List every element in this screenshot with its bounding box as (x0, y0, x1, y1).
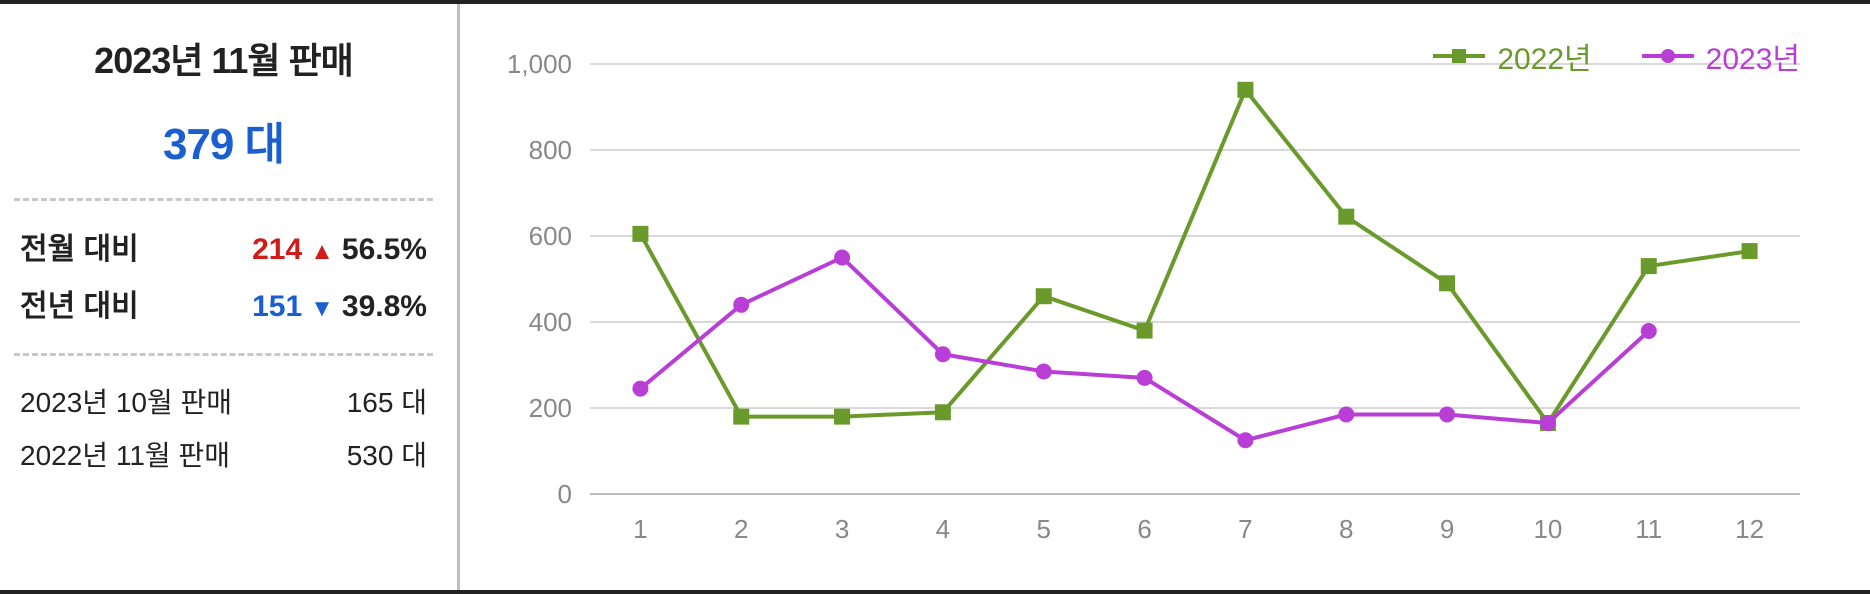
mom-row: 전월 대비 214▲ 56.5% (20, 221, 427, 278)
arrow-down-icon: ▼ (310, 286, 334, 332)
prev-year-value: 530 대 (347, 429, 427, 482)
svg-text:4: 4 (936, 514, 950, 544)
prev-year-label: 2022년 11월 판매 (20, 429, 230, 482)
svg-text:8: 8 (1339, 514, 1353, 544)
arrow-up-icon: ▲ (310, 229, 334, 275)
svg-text:11: 11 (1635, 514, 1662, 544)
mom-value: 214▲ 56.5% (252, 221, 427, 278)
yoy-pct: 39.8% (342, 278, 427, 335)
svg-text:3: 3 (835, 514, 849, 544)
prev-month-row: 2023년 10월 판매 165 대 (20, 376, 427, 429)
legend-swatch-icon (1642, 54, 1694, 58)
svg-text:5: 5 (1037, 514, 1051, 544)
mom-delta: 214 (252, 221, 302, 278)
svg-text:2: 2 (734, 514, 748, 544)
legend-label: 2023년 (1706, 34, 1800, 78)
svg-text:0: 0 (558, 479, 572, 509)
prev-year-row: 2022년 11월 판매 530 대 (20, 429, 427, 482)
legend-label: 2022년 (1497, 34, 1591, 78)
dashboard: 2023년 11월 판매 379 대 전월 대비 214▲ 56.5% 전년 대… (0, 0, 1870, 594)
yoy-delta: 151 (252, 278, 302, 335)
svg-text:7: 7 (1238, 514, 1252, 544)
svg-text:600: 600 (529, 221, 572, 251)
chart-legend: 2022년 2023년 (1433, 34, 1800, 78)
svg-text:1: 1 (633, 514, 647, 544)
comparison-rows: 전월 대비 214▲ 56.5% 전년 대비 151▼ 39.8% (14, 201, 433, 353)
svg-text:10: 10 (1533, 514, 1562, 544)
chart-svg: 02004006008001,000123456789101112 (480, 24, 1830, 564)
panel-title: 2023년 11월 판매 (14, 32, 433, 84)
yoy-row: 전년 대비 151▼ 39.8% (20, 278, 427, 335)
svg-text:400: 400 (529, 307, 572, 337)
mom-label: 전월 대비 (20, 221, 139, 278)
svg-text:9: 9 (1440, 514, 1454, 544)
sales-chart: 2022년 2023년 02004006008001,0001234567891… (460, 4, 1870, 590)
yoy-value: 151▼ 39.8% (252, 278, 427, 335)
svg-text:6: 6 (1137, 514, 1151, 544)
legend-item-2023: 2023년 (1642, 34, 1800, 78)
legend-swatch-icon (1433, 54, 1485, 58)
yoy-label: 전년 대비 (20, 278, 139, 335)
svg-text:12: 12 (1735, 514, 1764, 544)
mom-pct: 56.5% (342, 221, 427, 278)
headline-value: 379 대 (14, 108, 433, 172)
summary-panel: 2023년 11월 판매 379 대 전월 대비 214▲ 56.5% 전년 대… (0, 4, 460, 590)
svg-text:1,000: 1,000 (507, 49, 572, 79)
svg-text:200: 200 (529, 393, 572, 423)
reference-rows: 2023년 10월 판매 165 대 2022년 11월 판매 530 대 (14, 356, 433, 500)
prev-month-label: 2023년 10월 판매 (20, 376, 232, 429)
prev-month-value: 165 대 (347, 376, 427, 429)
legend-item-2022: 2022년 (1433, 34, 1591, 78)
svg-text:800: 800 (529, 135, 572, 165)
